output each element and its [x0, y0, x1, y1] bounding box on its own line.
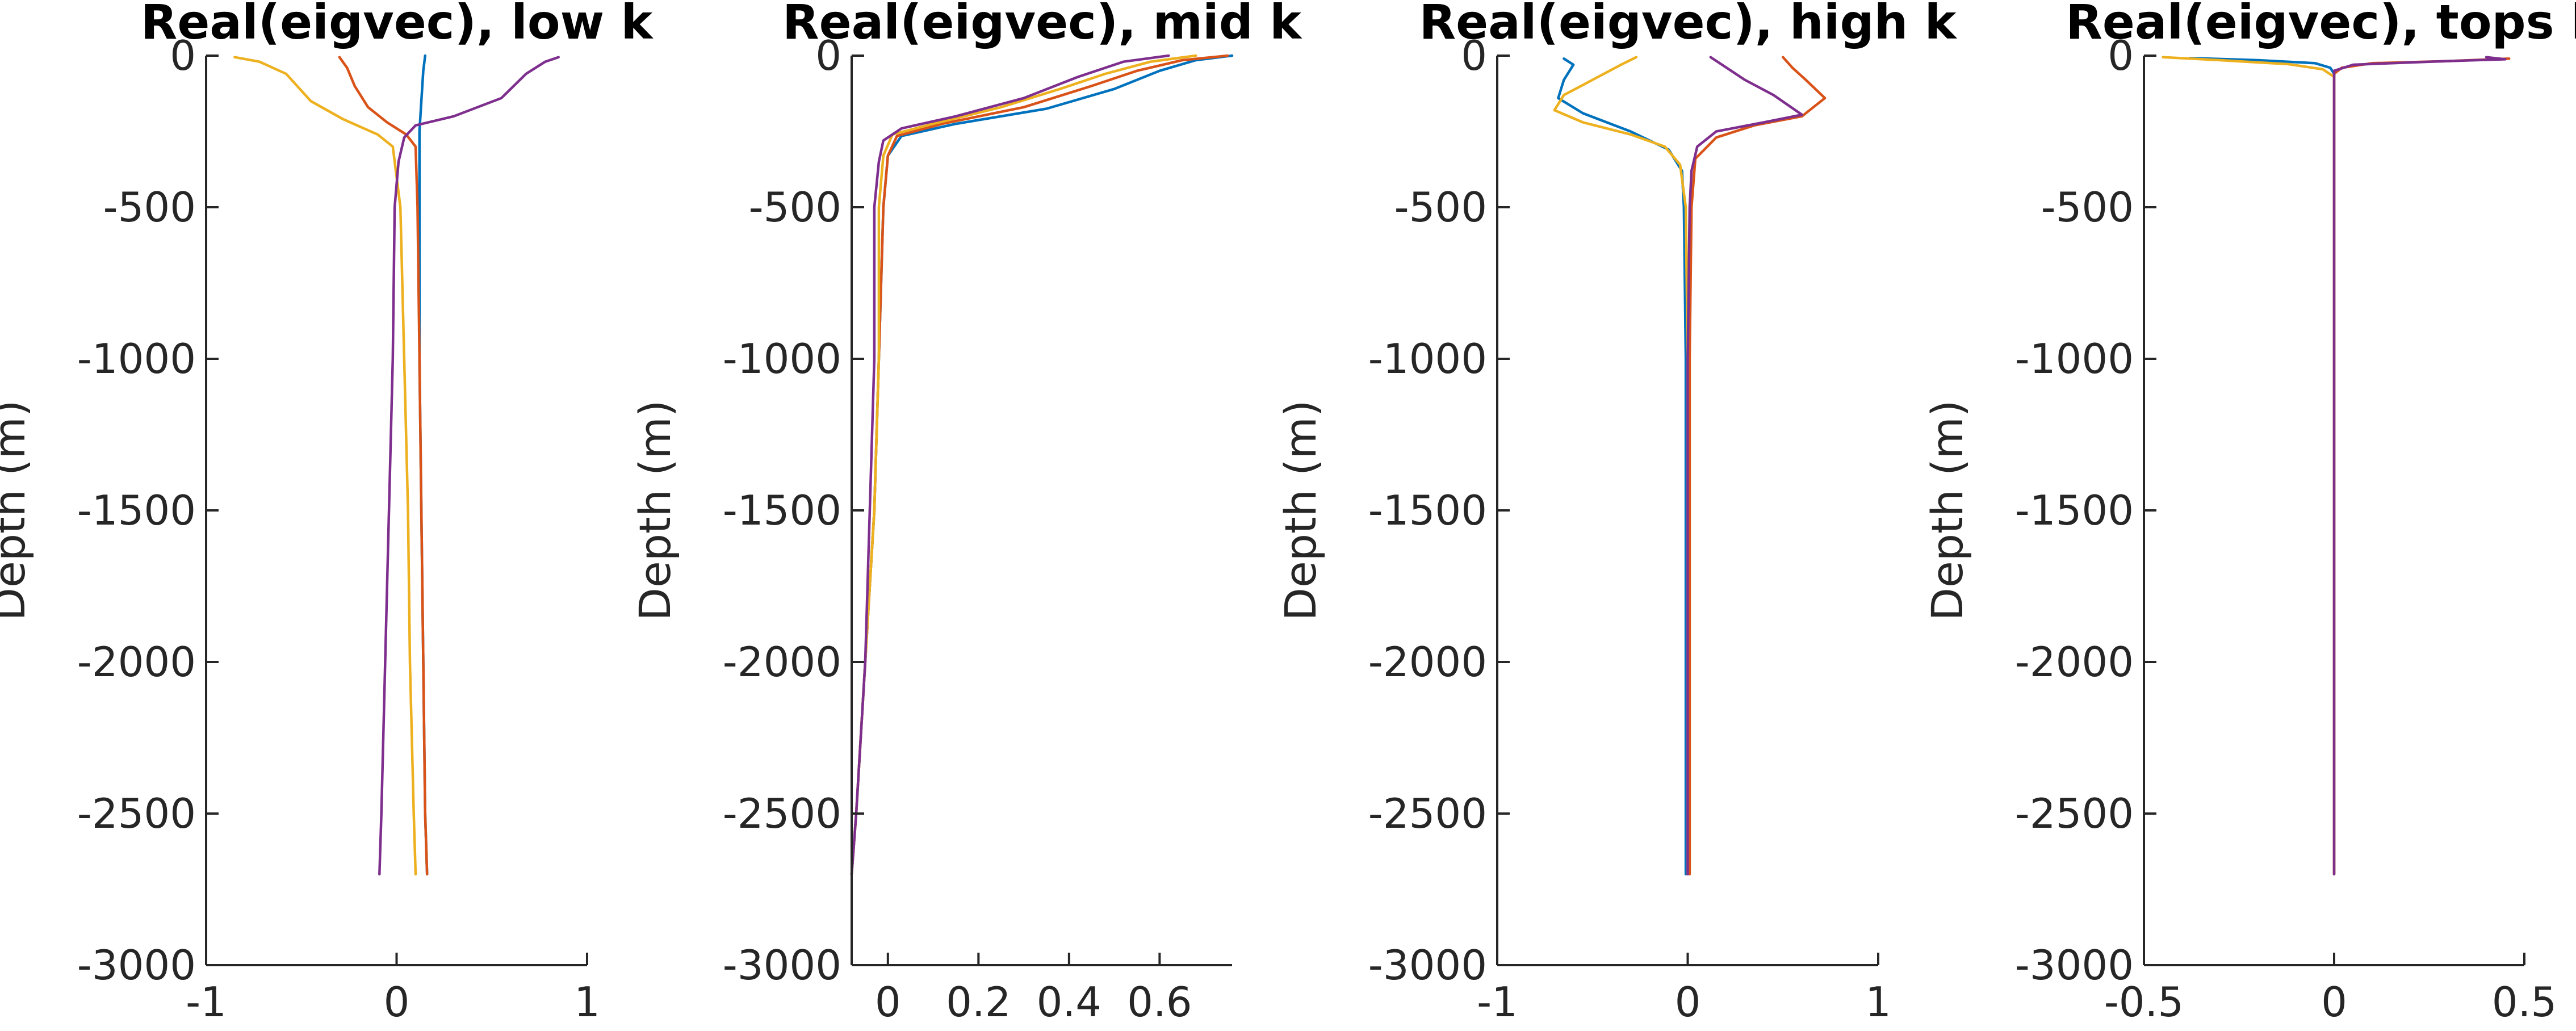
y-tick-label: -3000 — [77, 941, 196, 989]
x-tick-label: 0 — [2321, 978, 2347, 1026]
chart-panel-3: 0 -500 -1000 -1500 -2000 -2500 -3000-1 0 1 Depth … — [1275, 0, 1958, 1026]
y-tick-label: -1000 — [77, 335, 196, 383]
x-tick-label: -0.5 — [2104, 978, 2184, 1026]
series-line-4 — [378, 56, 560, 876]
chart-title: Real(eigvec), high k — [1419, 0, 1957, 50]
series-line-4 — [2332, 56, 2507, 876]
series-line-4 — [1686, 56, 1804, 876]
x-tick-label: 0 — [384, 978, 410, 1026]
y-tick-label: -1500 — [723, 487, 841, 534]
x-tick-label: 1 — [1865, 978, 1891, 1026]
y-tick-label: -2500 — [1368, 790, 1487, 837]
y-tick-label: -2000 — [2015, 638, 2134, 686]
series-group — [850, 54, 1234, 876]
x-tick-label: 0.6 — [1127, 978, 1192, 1026]
chart-title: Real(eigvec), tops k — [2066, 0, 2576, 50]
y-tick-label: -1000 — [1368, 335, 1487, 383]
y-tick-label: 0 — [1461, 32, 1487, 79]
chart-panel-2: 0 -500 -1000 -1500 -2000 -2500 -3000 0 0.2 0.4 0.6… — [630, 0, 1302, 1026]
y-tick-label: -1500 — [2015, 487, 2134, 534]
x-tick-label: 0.5 — [2492, 978, 2557, 1026]
y-tick-label: -2000 — [1368, 638, 1487, 686]
series-line-2 — [1688, 56, 1827, 876]
y-tick-label: 0 — [2108, 32, 2134, 79]
y-tick-label: -1500 — [77, 487, 196, 534]
y-axis-label: Depth (m) — [630, 400, 680, 621]
y-tick-label: -500 — [2041, 183, 2134, 231]
x-tick-label: 0.2 — [946, 978, 1011, 1026]
x-tick-label: 0.4 — [1037, 978, 1102, 1026]
y-tick-label: -3000 — [2015, 941, 2134, 989]
chart-title: Real(eigvec), low k — [141, 0, 654, 50]
series-line-3 — [233, 56, 417, 876]
series-group — [1553, 56, 1827, 876]
y-tick-label: -500 — [749, 183, 841, 231]
y-tick-label: -3000 — [1368, 941, 1487, 989]
y-tick-label: -3000 — [723, 941, 841, 989]
y-tick-label: -500 — [1394, 183, 1487, 231]
y-tick-label: -2500 — [2015, 790, 2134, 837]
series-group — [2162, 56, 2511, 876]
y-tick-label: -2500 — [723, 790, 841, 837]
series-line-2 — [338, 56, 429, 876]
chart-panel-1: 0 -500 -1000 -1500 -2000 -2500 -3000-1 0 1 Depth … — [0, 0, 654, 1026]
y-tick-label: 0 — [815, 32, 841, 79]
chart-title: Real(eigvec), mid k — [782, 0, 1302, 50]
x-tick-label: -1 — [186, 978, 227, 1026]
y-tick-label: -2000 — [723, 638, 841, 686]
y-tick-label: -1500 — [1368, 487, 1487, 534]
y-tick-label: -2500 — [77, 790, 196, 837]
series-group — [233, 54, 560, 876]
x-tick-label: -1 — [1477, 978, 1518, 1026]
y-tick-label: -1000 — [2015, 335, 2134, 383]
chart-panel-4: 0 -500 -1000 -1500 -2000 -2500 -3000-0.5 0 0.5 De… — [1922, 0, 2576, 1026]
x-tick-label: 0 — [875, 978, 901, 1026]
series-line-4 — [850, 54, 1170, 876]
y-tick-label: -500 — [103, 183, 196, 231]
y-axis-label: Depth (m) — [1922, 400, 1972, 621]
y-axis-label: Depth (m) — [0, 400, 35, 621]
y-tick-label: -1000 — [723, 335, 841, 383]
x-tick-label: 1 — [574, 978, 600, 1026]
y-tick-label: -2000 — [77, 638, 196, 686]
y-tick-label: 0 — [170, 32, 196, 79]
x-tick-label: 0 — [1675, 978, 1701, 1026]
y-axis-label: Depth (m) — [1275, 400, 1326, 621]
